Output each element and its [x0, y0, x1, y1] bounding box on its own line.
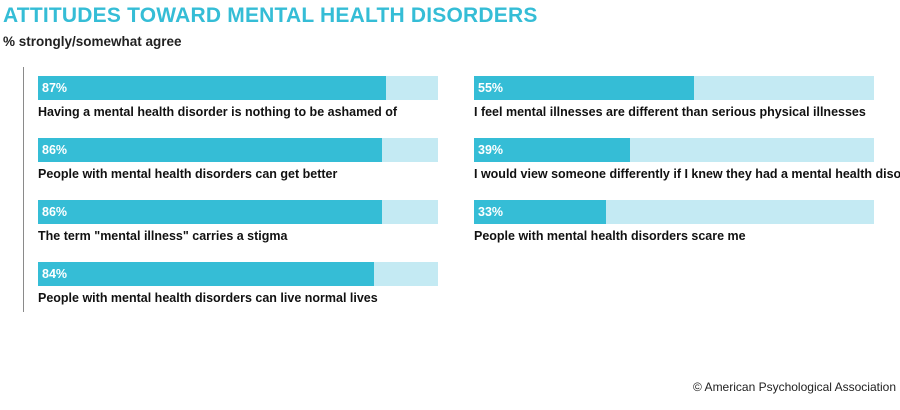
bar-category-label: Having a mental health disorder is nothi…: [38, 105, 398, 119]
bar: [38, 262, 374, 286]
chart-title: ATTITUDES TOWARD MENTAL HEALTH DISORDERS: [3, 4, 538, 27]
bar: [38, 200, 382, 224]
bar-category-label: I would view someone differently if I kn…: [474, 167, 900, 181]
axis-line: [23, 67, 24, 312]
bar-item: 39% I would view someone differently if I…: [474, 138, 900, 188]
bar-item: 86% The term "mental illness" carries a s…: [38, 200, 438, 250]
bar-track: 84%: [38, 262, 438, 286]
bar-track: 86%: [38, 138, 438, 162]
bar-track: 33%: [474, 200, 874, 224]
bar-item: 87% Having a mental health disorder is no…: [38, 76, 438, 126]
bar-item: 33% People with mental health disorders s…: [474, 200, 874, 250]
chart-subtitle: % strongly/somewhat agree: [3, 34, 182, 49]
bar: [38, 76, 386, 100]
bar-value-label: 84%: [42, 267, 68, 281]
bar-category-label: People with mental health disorders scar…: [474, 229, 746, 243]
bar: [474, 138, 630, 162]
bar-value-label: 86%: [42, 205, 68, 219]
bar-category-label: People with mental health disorders can …: [38, 291, 378, 305]
copyright-credit: © American Psychological Association: [693, 380, 896, 394]
bar-category-label: People with mental health disorders can …: [38, 167, 338, 181]
bar-track: 39%: [474, 138, 874, 162]
bar-value-label: 33%: [478, 205, 504, 219]
bar-item: 55% I feel mental illnesses are different…: [474, 76, 874, 126]
bar-item: 84% People with mental health disorders c…: [38, 262, 438, 312]
bar-value-label: 39%: [478, 143, 504, 157]
bar-value-label: 55%: [478, 81, 504, 95]
bar-track: 87%: [38, 76, 438, 100]
bar: [38, 138, 382, 162]
bar-value-label: 87%: [42, 81, 68, 95]
bar-value-label: 86%: [42, 143, 68, 157]
bar-category-label: I feel mental illnesses are different th…: [474, 105, 866, 119]
bar-item: 86% People with mental health disorders c…: [38, 138, 438, 188]
bar-category-label: The term "mental illness" carries a stig…: [38, 229, 288, 243]
bar-track: 55%: [474, 76, 874, 100]
bar-track: 86%: [38, 200, 438, 224]
bar: [474, 76, 694, 100]
bar: [474, 200, 606, 224]
